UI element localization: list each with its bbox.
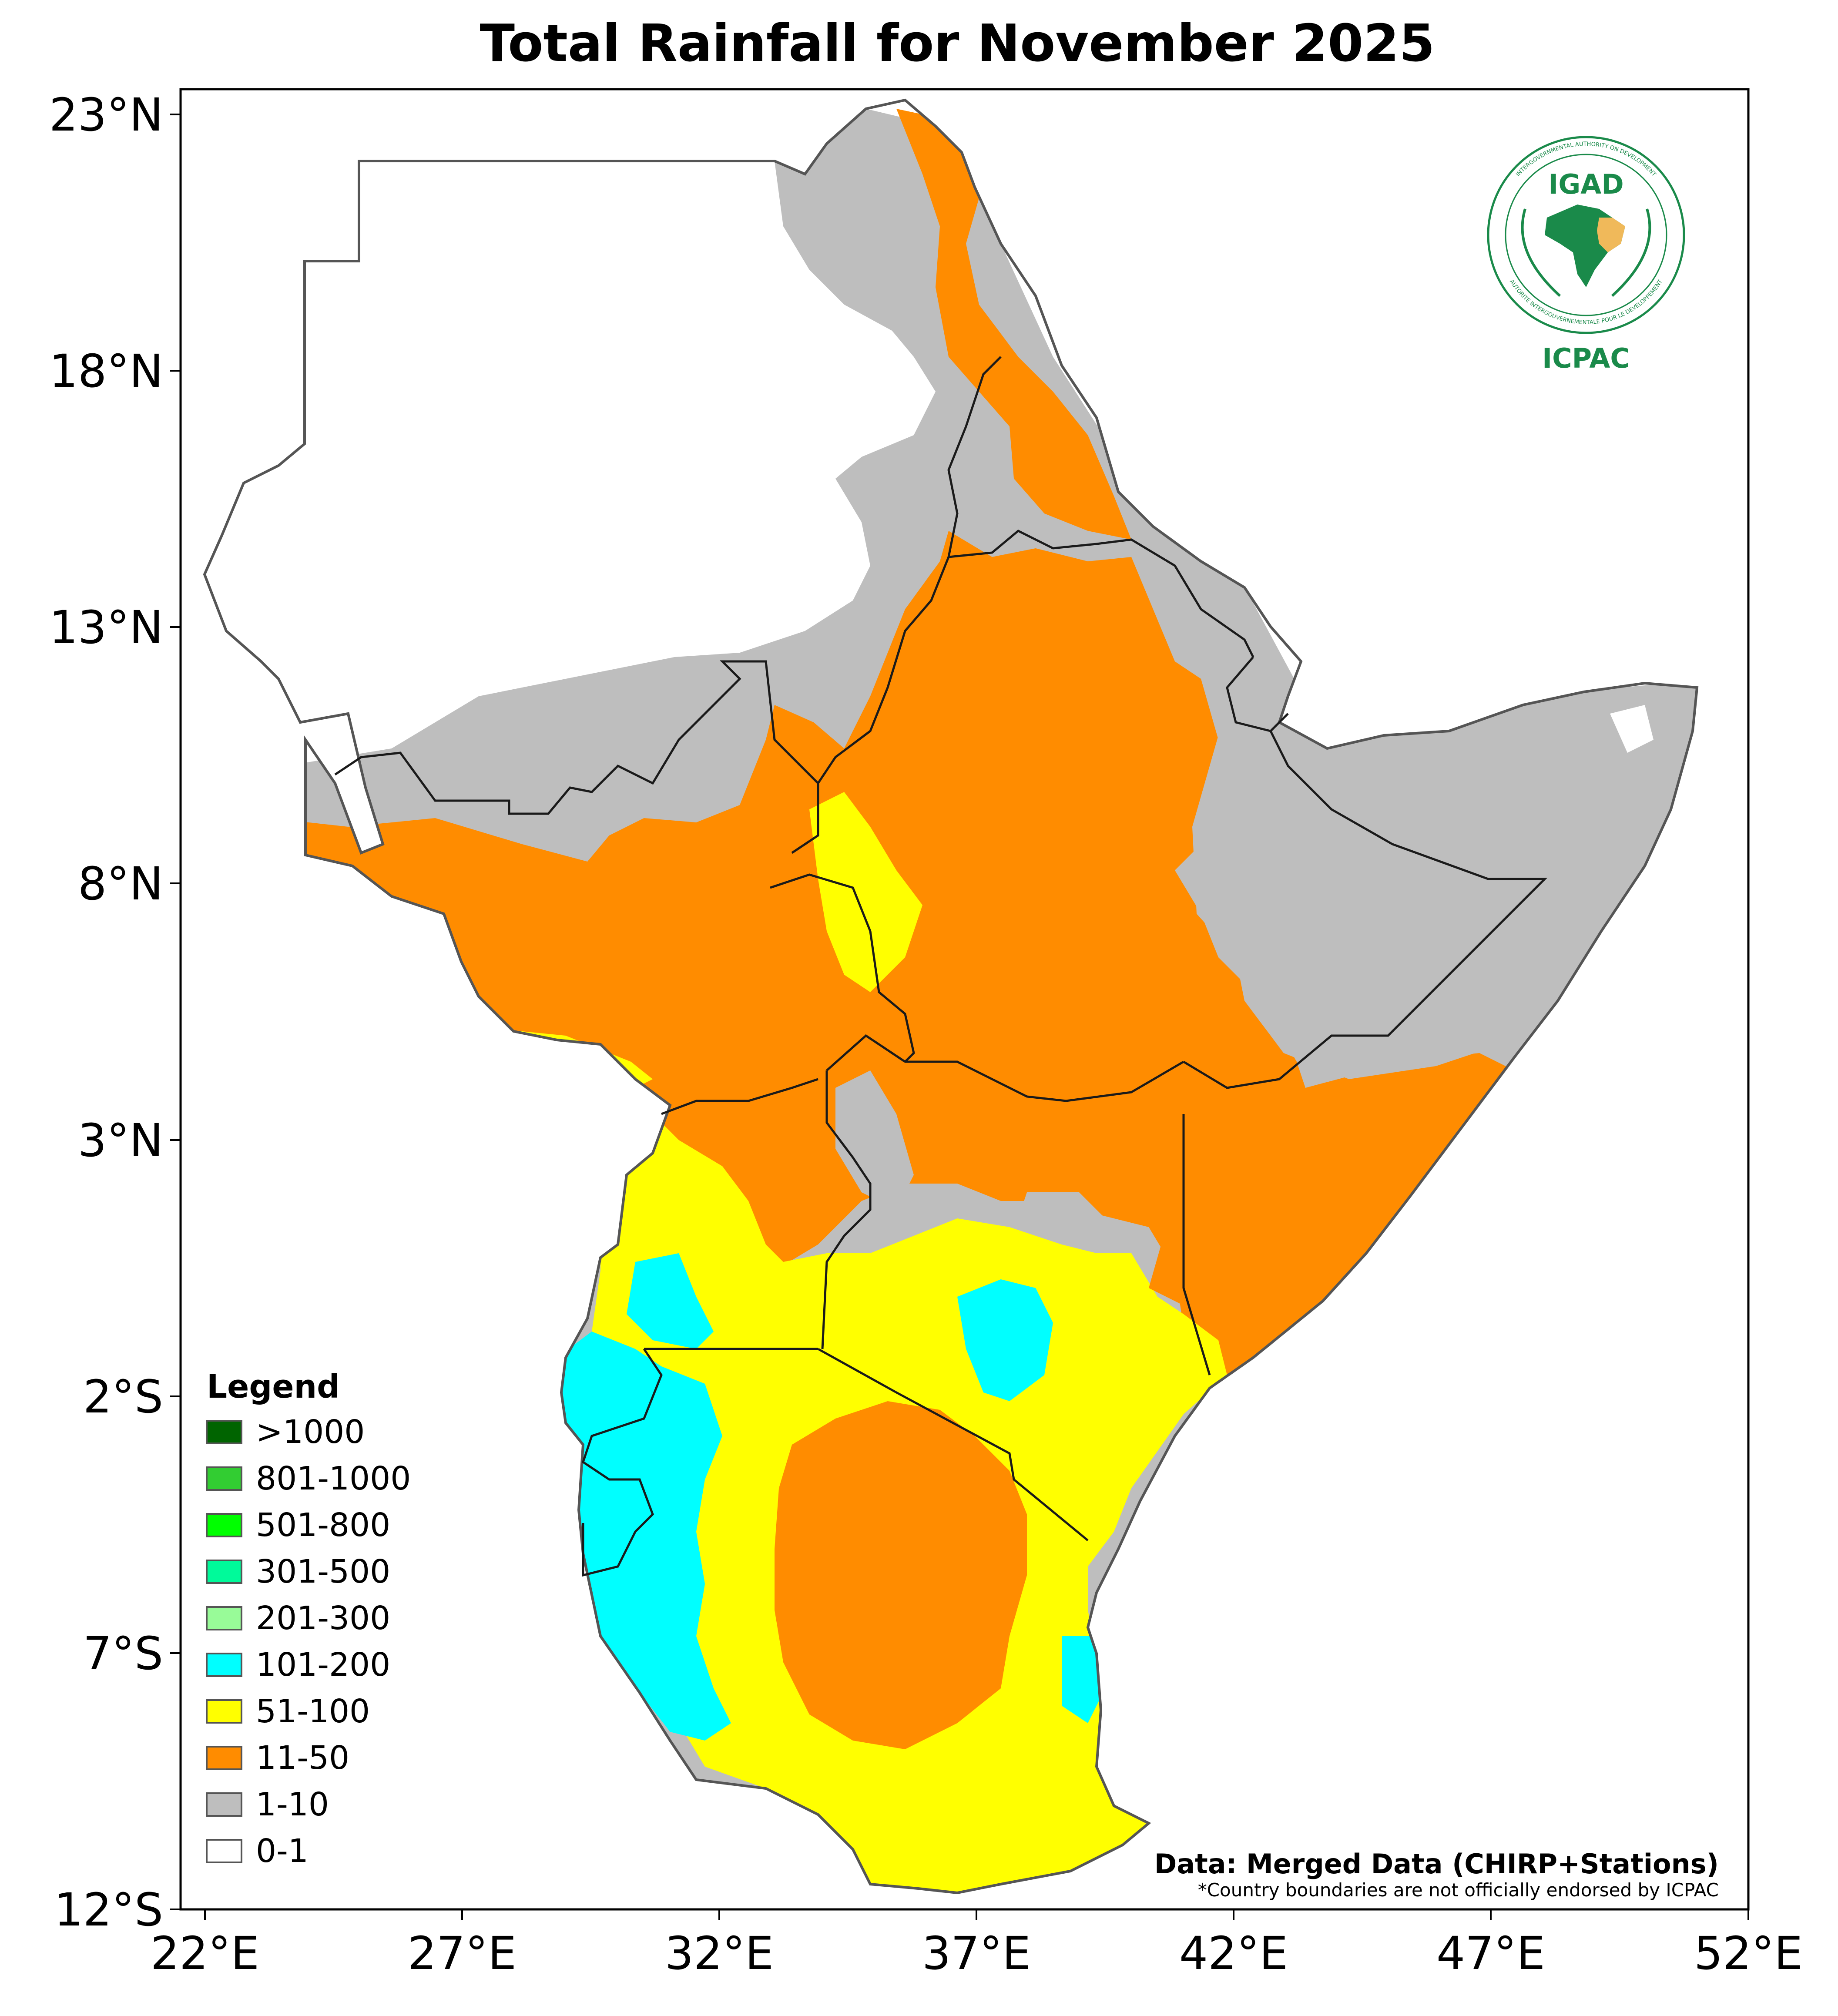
logo-igad-text: IGAD — [1548, 168, 1623, 200]
x-tick-label: 27°E — [408, 1927, 517, 1980]
legend-item: >1000 — [206, 1413, 365, 1451]
rain-zone-101-200-coast — [1062, 1636, 1105, 1723]
legend-label: 501-800 — [256, 1506, 390, 1544]
x-axis: 22°E 27°E 32°E 37°E 42°E 47°E 52°E — [151, 1909, 1803, 1980]
boundary-sudan-ethiopia — [817, 356, 1002, 784]
y-tick-label: 8°N — [78, 857, 163, 910]
x-tick-label: 52°E — [1694, 1927, 1803, 1980]
horn-of-africa-highlight-icon — [1597, 218, 1625, 252]
laurel-left-icon — [1521, 208, 1561, 297]
y-tick-label: 2°S — [83, 1370, 163, 1423]
y-tick-label: 3°N — [78, 1114, 163, 1167]
legend-label: 801-1000 — [256, 1460, 411, 1497]
x-tick-label: 32°E — [665, 1927, 774, 1980]
logo-icpac-text: ICPAC — [1542, 342, 1630, 374]
data-source-credit: Data: Merged Data (CHIRP+Stations) — [1154, 1848, 1719, 1880]
legend-label: 201-300 — [256, 1600, 390, 1637]
boundary-eritrea-djibouti — [1226, 656, 1289, 732]
rain-zone-0-1-somalia — [1610, 705, 1654, 753]
legend-swatch — [206, 1513, 242, 1537]
y-tick-label: 13°N — [49, 601, 163, 654]
legend-item: 301-500 — [206, 1553, 390, 1590]
rain-zone-11-50-eritrea — [896, 109, 1131, 540]
y-axis: 23°N 18°N 13°N 8°N 3°N 2°S 7°S 12°S — [49, 88, 181, 1936]
boundary-south-sudan-uganda — [661, 1078, 818, 1115]
boundary-ethiopia-kenya — [905, 1060, 1184, 1102]
legend-swatch — [206, 1560, 242, 1584]
rain-zone-51-100-sudan-strip — [809, 792, 922, 992]
boundary-south-sudan-ethiopia — [770, 873, 915, 1063]
y-tick-label: 7°S — [83, 1627, 163, 1680]
legend-item: 1-10 — [206, 1786, 329, 1823]
boundary-uganda-kenya — [821, 1070, 872, 1349]
legend-swatch — [206, 1420, 242, 1444]
legend-swatch — [206, 1653, 242, 1677]
map-frame — [179, 88, 1750, 1911]
igad-icpac-logo: INTERGOVERNMENTAL AUTHORITY ON DEVELOPME… — [1487, 136, 1685, 374]
legend-label: 101-200 — [256, 1646, 390, 1684]
rain-zone-11-50-tanzania — [775, 1401, 1027, 1749]
logo-inner-ring — [1505, 154, 1667, 316]
laurel-right-icon — [1611, 208, 1651, 297]
boundary-kenya-tanzania — [817, 1348, 1089, 1541]
legend-item: 0-1 — [206, 1832, 309, 1870]
rain-zone-101-200-lake-victoria — [627, 1253, 714, 1349]
legend-swatch — [206, 1466, 242, 1491]
legend-label: 11-50 — [256, 1739, 349, 1777]
boundary-ethiopia-somalia — [1183, 730, 1548, 1089]
rain-zone-1-10-kenya-patch — [835, 1070, 914, 1210]
x-tick-label: 37°E — [922, 1927, 1031, 1980]
boundary-disclaimer: *Country boundaries are not officially e… — [1198, 1879, 1719, 1901]
legend-label: 1-10 — [256, 1786, 329, 1823]
legend-item: 51-100 — [206, 1693, 370, 1730]
x-tick-label: 22°E — [151, 1927, 259, 1980]
x-tick-label: 42°E — [1179, 1927, 1288, 1980]
legend-item: 101-200 — [206, 1646, 390, 1684]
map-title: Total Rainfall for November 2025 — [480, 13, 1435, 73]
land-outline — [203, 98, 1699, 1895]
boundary-kenya-somalia — [1182, 1114, 1211, 1375]
legend-label: 51-100 — [256, 1693, 370, 1730]
legend-item: 801-1000 — [206, 1460, 411, 1497]
legend-item: 201-300 — [206, 1600, 390, 1637]
boundary-south-sudan-kenya-uganda — [826, 1034, 906, 1071]
legend-swatch — [206, 1792, 242, 1817]
y-tick-label: 23°N — [49, 88, 163, 141]
legend-item: 501-800 — [206, 1506, 390, 1544]
x-tick-label: 47°E — [1436, 1927, 1545, 1980]
legend-label: 0-1 — [256, 1832, 309, 1870]
y-tick-label: 18°N — [49, 345, 163, 398]
y-tick-label: 12°S — [54, 1883, 163, 1936]
rain-zone-1-10-ethiopia-patch — [1192, 705, 1545, 1079]
boundary-sudan-south-sudan — [334, 660, 819, 854]
legend-swatch — [206, 1746, 242, 1770]
country-boundaries — [334, 356, 1548, 1577]
legend-item: 11-50 — [206, 1739, 349, 1777]
legend-title: Legend — [207, 1368, 340, 1405]
boundary-ethiopia-eritrea — [948, 530, 1254, 658]
boundary-rwanda-burundi — [582, 1348, 663, 1577]
rain-zone-101-200-kenya — [957, 1279, 1053, 1401]
legend-swatch — [206, 1839, 242, 1863]
legend-label: >1000 — [256, 1413, 365, 1451]
legend-label: 301-500 — [256, 1553, 390, 1590]
legend-swatch — [206, 1606, 242, 1630]
rain-zone-11-50-coast — [1149, 1227, 1201, 1305]
legend-swatch — [206, 1699, 242, 1724]
legend: Legend >1000 801-1000 501-800 301-500 20… — [206, 1368, 411, 1870]
rain-zone-1-10-turkana-patch — [1018, 1192, 1105, 1244]
